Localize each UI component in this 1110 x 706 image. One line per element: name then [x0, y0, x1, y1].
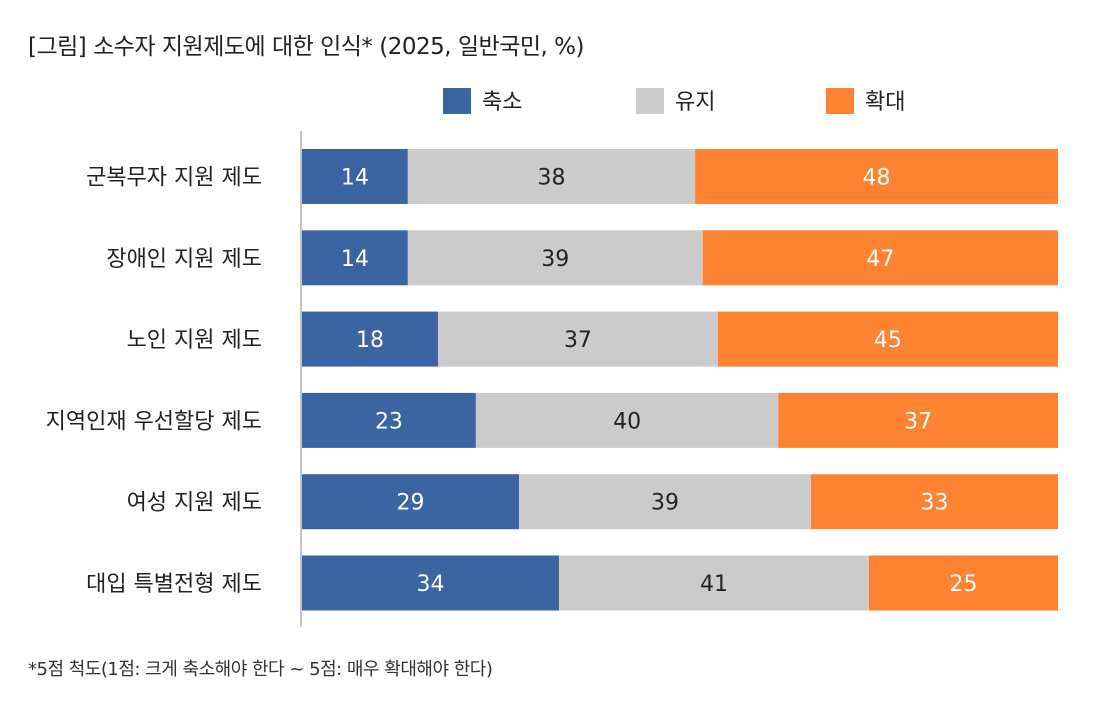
bar-segment-shrink	[302, 392, 476, 448]
bar-segment-maintain	[407, 149, 696, 204]
bar-segment-expand	[695, 149, 1058, 204]
bar-segment-expand	[717, 311, 1058, 367]
data-label-shrink: 23	[375, 409, 403, 434]
bar-segment-shrink	[302, 555, 560, 611]
bar-segment-shrink	[302, 311, 439, 367]
data-label-shrink: 18	[356, 328, 384, 353]
legend-item-maintain: 유지	[636, 88, 715, 115]
bar-segment-maintain	[475, 392, 779, 448]
bar-row: 29 39 33	[302, 474, 1058, 530]
category-label: 노인 지원 제도	[127, 328, 262, 353]
bar-segment-shrink	[302, 474, 520, 530]
category-label: 대입 특별전형 제도	[86, 572, 262, 597]
bar-row: 18 37 45	[302, 311, 1058, 367]
data-label-shrink: 14	[341, 166, 369, 191]
bar-segment-expand	[702, 230, 1058, 286]
legend-label-shrink: 축소	[482, 90, 522, 115]
data-label-maintain: 40	[613, 409, 641, 434]
bar-segment-expand	[869, 555, 1058, 611]
bar-row: 34 41 25	[302, 555, 1058, 611]
bar-segment-expand	[810, 474, 1058, 530]
data-label-expand: 37	[904, 409, 932, 434]
footnote: *5점 척도(1점: 크게 축소해야 한다 ~ 5점: 매우 확대해야 한다)	[28, 659, 493, 680]
bar-segment-shrink	[302, 230, 408, 286]
bars: 14 38 48 14 39 47 18 37 45 23 40 37 29 39 33 34 41 25	[302, 149, 1058, 611]
category-label: 장애인 지원 제도	[106, 247, 262, 272]
bar-row: 23 40 37	[302, 392, 1058, 448]
bar-segment-maintain	[407, 230, 703, 286]
data-label-expand: 47	[866, 247, 894, 272]
data-label-maintain: 39	[651, 491, 679, 516]
legend-swatch-maintain	[636, 88, 664, 114]
bar-segment-maintain	[519, 474, 811, 530]
data-label-maintain: 41	[700, 572, 728, 597]
legend-item-expand: 확대	[826, 88, 905, 115]
bar-row: 14 38 48	[302, 149, 1058, 204]
data-label-expand: 33	[920, 491, 948, 516]
bar-row: 14 39 47	[302, 230, 1058, 286]
data-label-expand: 25	[950, 572, 978, 597]
category-label: 지역인재 우선할당 제도	[46, 409, 262, 434]
data-label-maintain: 37	[564, 328, 592, 353]
data-label-maintain: 38	[537, 166, 565, 191]
category-label: 군복무자 지원 제도	[86, 166, 262, 191]
bar-segment-maintain	[559, 555, 869, 611]
chart-title: [그림] 소수자 지원제도에 대한 인식* (2025, 일반국민, %)	[28, 34, 584, 60]
bar-segment-expand	[778, 392, 1058, 448]
data-label-expand: 45	[874, 328, 902, 353]
category-label: 여성 지원 제도	[127, 491, 262, 516]
legend-item-shrink: 축소	[443, 88, 522, 115]
data-label-expand: 48	[863, 166, 891, 191]
data-label-shrink: 34	[417, 572, 445, 597]
legend-label-maintain: 유지	[675, 90, 715, 115]
legend-swatch-shrink	[443, 88, 471, 114]
legend: 축소 유지 확대	[443, 88, 905, 115]
data-label-shrink: 29	[397, 491, 425, 516]
legend-label-expand: 확대	[865, 90, 905, 115]
data-label-maintain: 39	[541, 247, 569, 272]
bar-segment-maintain	[438, 311, 718, 367]
bar-segment-shrink	[302, 149, 408, 204]
legend-swatch-expand	[826, 88, 854, 114]
data-label-shrink: 14	[341, 247, 369, 272]
